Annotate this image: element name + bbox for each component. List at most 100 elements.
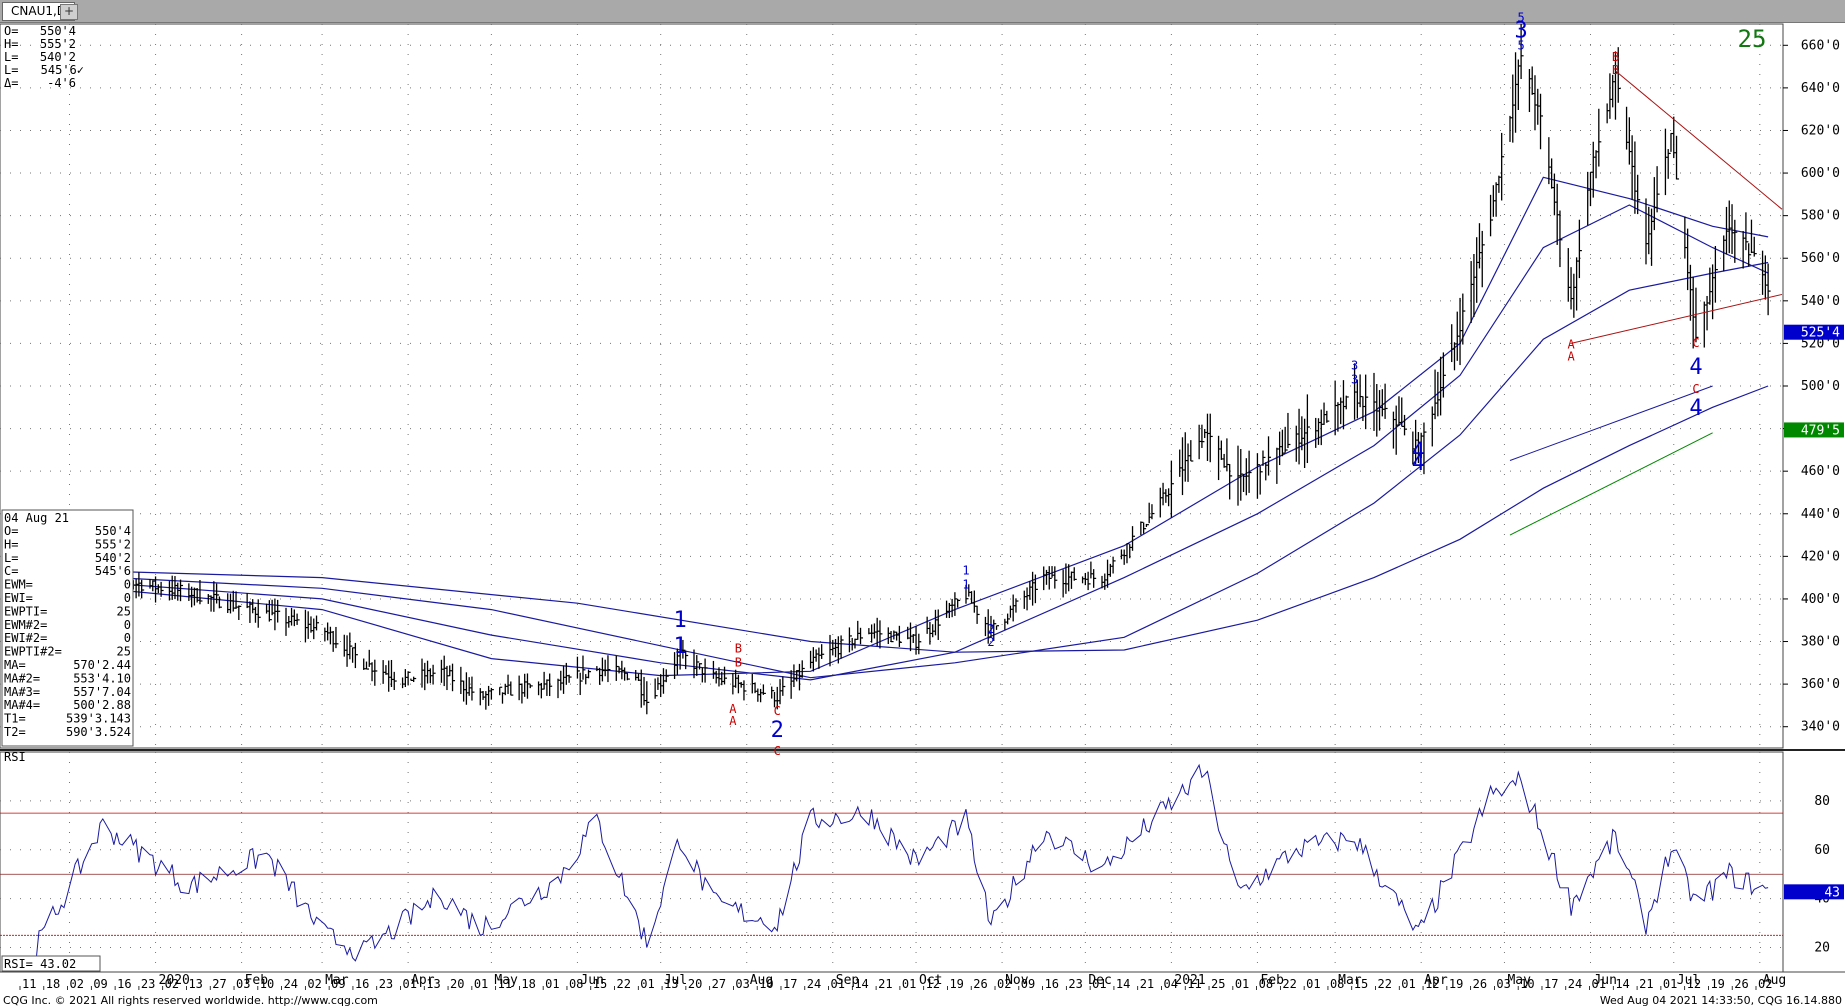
x-axis-day-label: 26 — [973, 977, 987, 991]
x-axis-day-label: 01 — [1592, 977, 1606, 991]
x-axis-day-label: 21 — [878, 977, 892, 991]
x-axis-day-label: 24 — [807, 977, 821, 991]
x-axis-month-label: Apr — [1424, 973, 1448, 988]
x-axis-day-label: 27 — [712, 977, 726, 991]
timestamp-text: Wed Aug 04 2021 14:33:50, CQG 16.14.880 — [1599, 994, 1842, 1007]
wave-label-3: 3 — [1514, 19, 1527, 44]
x-axis-day-label: 13 — [426, 977, 440, 991]
data-window-row-label: L= — [4, 551, 18, 565]
rsi-value-box: RSI= 43.02 — [1, 955, 101, 972]
add-tab-button[interactable]: + — [60, 4, 78, 20]
x-axis-day-label: 08 — [569, 977, 583, 991]
price-tag — [1784, 422, 1844, 438]
data-window-row-label: MA#3= — [4, 685, 40, 699]
data-window-row-value: 540'2 — [95, 551, 131, 565]
x-axis-day-label: 22 — [1282, 977, 1296, 991]
rsi-axis-label: 20 — [1814, 941, 1830, 956]
x-axis-day-label: 02 — [307, 977, 321, 991]
x-axis-month-label: Jun — [1593, 973, 1616, 988]
wave-label-1-small: 1 — [962, 564, 969, 578]
ohlc-open-label: O= — [4, 24, 18, 38]
x-axis-day-label: 11 — [498, 977, 512, 991]
price-axis-label: 380'0 — [1801, 635, 1840, 650]
data-window-row-label: C= — [4, 564, 18, 578]
data-window-row-value: 539'3.143 — [66, 712, 131, 726]
rsi-tag — [1784, 884, 1844, 900]
x-axis-month-label: Mar — [325, 973, 349, 988]
x-axis-day-label: 18 — [521, 977, 535, 991]
x-axis-day-label: 04 — [1163, 977, 1177, 991]
x-axis-day-label: 01 — [1401, 977, 1415, 991]
data-window-row-value: 570'2.44 — [73, 658, 131, 672]
chart-tab[interactable]: CNAU1,D — [2, 2, 76, 21]
wave-label-1: 1 — [673, 634, 686, 659]
x-axis-day-label: 03 — [236, 977, 250, 991]
data-window-row-value: 545'6 — [95, 564, 131, 578]
price-axis-label: 460'0 — [1801, 464, 1840, 479]
x-axis-day-label: 03 — [1496, 977, 1510, 991]
wave-label-1-small: 1 — [962, 578, 969, 592]
data-window-row-label: EWI#2= — [4, 631, 47, 645]
x-axis-day-label: 26 — [1473, 977, 1487, 991]
moving-average-ma-2 — [33, 204, 1769, 681]
data-window-row-label: MA= — [4, 658, 26, 672]
x-axis-day-label: 16 — [355, 977, 369, 991]
x-axis-day-label: 17 — [1544, 977, 1558, 991]
ohlc-change-value: -4'6 — [47, 76, 76, 90]
x-axis-month-label: Aug — [1763, 973, 1786, 988]
x-axis-month-label: Dec — [1088, 973, 1111, 988]
ohlc-open-value: 550'4 — [40, 24, 76, 38]
x-axis-day-label: 11 — [22, 977, 36, 991]
price-axis-label: 600'0 — [1801, 166, 1840, 181]
wave-count-label: 25 — [1738, 25, 1767, 53]
x-axis-day-label: 17 — [783, 977, 797, 991]
x-axis-day-label: 01 — [474, 977, 488, 991]
data-window-row-value: 0 — [124, 631, 131, 645]
wave-label-b: B — [735, 641, 742, 655]
wave-label-3-small: 3 — [1351, 358, 1358, 372]
price-axis-label: 440'0 — [1801, 507, 1840, 522]
x-axis-day-label: 18 — [46, 977, 60, 991]
x-axis-day-label: 01 — [1306, 977, 1320, 991]
data-window-row-value: 500'2.88 — [73, 698, 131, 712]
svg-text:RSI= 43.02: RSI= 43.02 — [4, 957, 76, 971]
ohlc-last-label: L= — [4, 63, 18, 77]
x-axis-day-label: 10 — [1520, 977, 1534, 991]
rsi-axis-label: 80 — [1814, 794, 1830, 809]
x-axis-day-label: 19 — [1710, 977, 1724, 991]
wave-label-4: 4 — [1412, 451, 1425, 476]
wave-label-c: C — [774, 704, 781, 718]
price-tag — [1784, 324, 1844, 340]
trendlines — [1509, 70, 1783, 536]
wave-label-5-small: 5 — [1517, 11, 1524, 25]
data-window-row-value: 0 — [124, 591, 131, 605]
x-axis-day-label: 13 — [664, 977, 678, 991]
x-axis-day-label: 08 — [1259, 977, 1273, 991]
x-axis-day-label: 01 — [831, 977, 845, 991]
data-window-row-label: EWM= — [4, 578, 33, 592]
data-window-row-label: O= — [4, 524, 18, 538]
data-window-row-label: EWPTI= — [4, 604, 47, 618]
wave-label-4: 4 — [1689, 355, 1702, 380]
moving-average-ma — [33, 176, 1769, 677]
price-axis-label: 620'0 — [1801, 123, 1840, 138]
ohlc-change-label: Δ= — [4, 76, 18, 90]
x-axis-day-label: 11 — [1187, 977, 1201, 991]
x-axis-day-label: 25 — [1211, 977, 1225, 991]
wave-label-a: A — [1567, 349, 1575, 363]
x-axis-day-label: 09 — [331, 977, 345, 991]
x-axis-day-label: 20 — [688, 977, 702, 991]
trendline-support — [1570, 293, 1783, 344]
gridlines — [0, 24, 1783, 972]
rsi-pane-label: RSI — [4, 750, 26, 764]
price-axis-label: 660'0 — [1801, 38, 1840, 53]
data-window-row-value: 590'3.524 — [66, 725, 131, 739]
x-axis-month-label: Jun — [580, 973, 603, 988]
x-axis-day-label: 24 — [284, 977, 298, 991]
rsi-tag-label: 43 — [1824, 885, 1840, 900]
moving-average-ma-4 — [33, 385, 1769, 653]
x-axis-day-label: 23 — [1068, 977, 1082, 991]
x-axis-day-label: 14 — [1615, 977, 1629, 991]
ohlc-high-value: 555'2 — [40, 37, 76, 51]
